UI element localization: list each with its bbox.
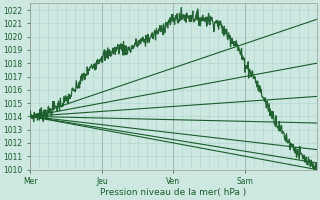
X-axis label: Pression niveau de la mer( hPa ): Pression niveau de la mer( hPa ) xyxy=(100,188,247,197)
